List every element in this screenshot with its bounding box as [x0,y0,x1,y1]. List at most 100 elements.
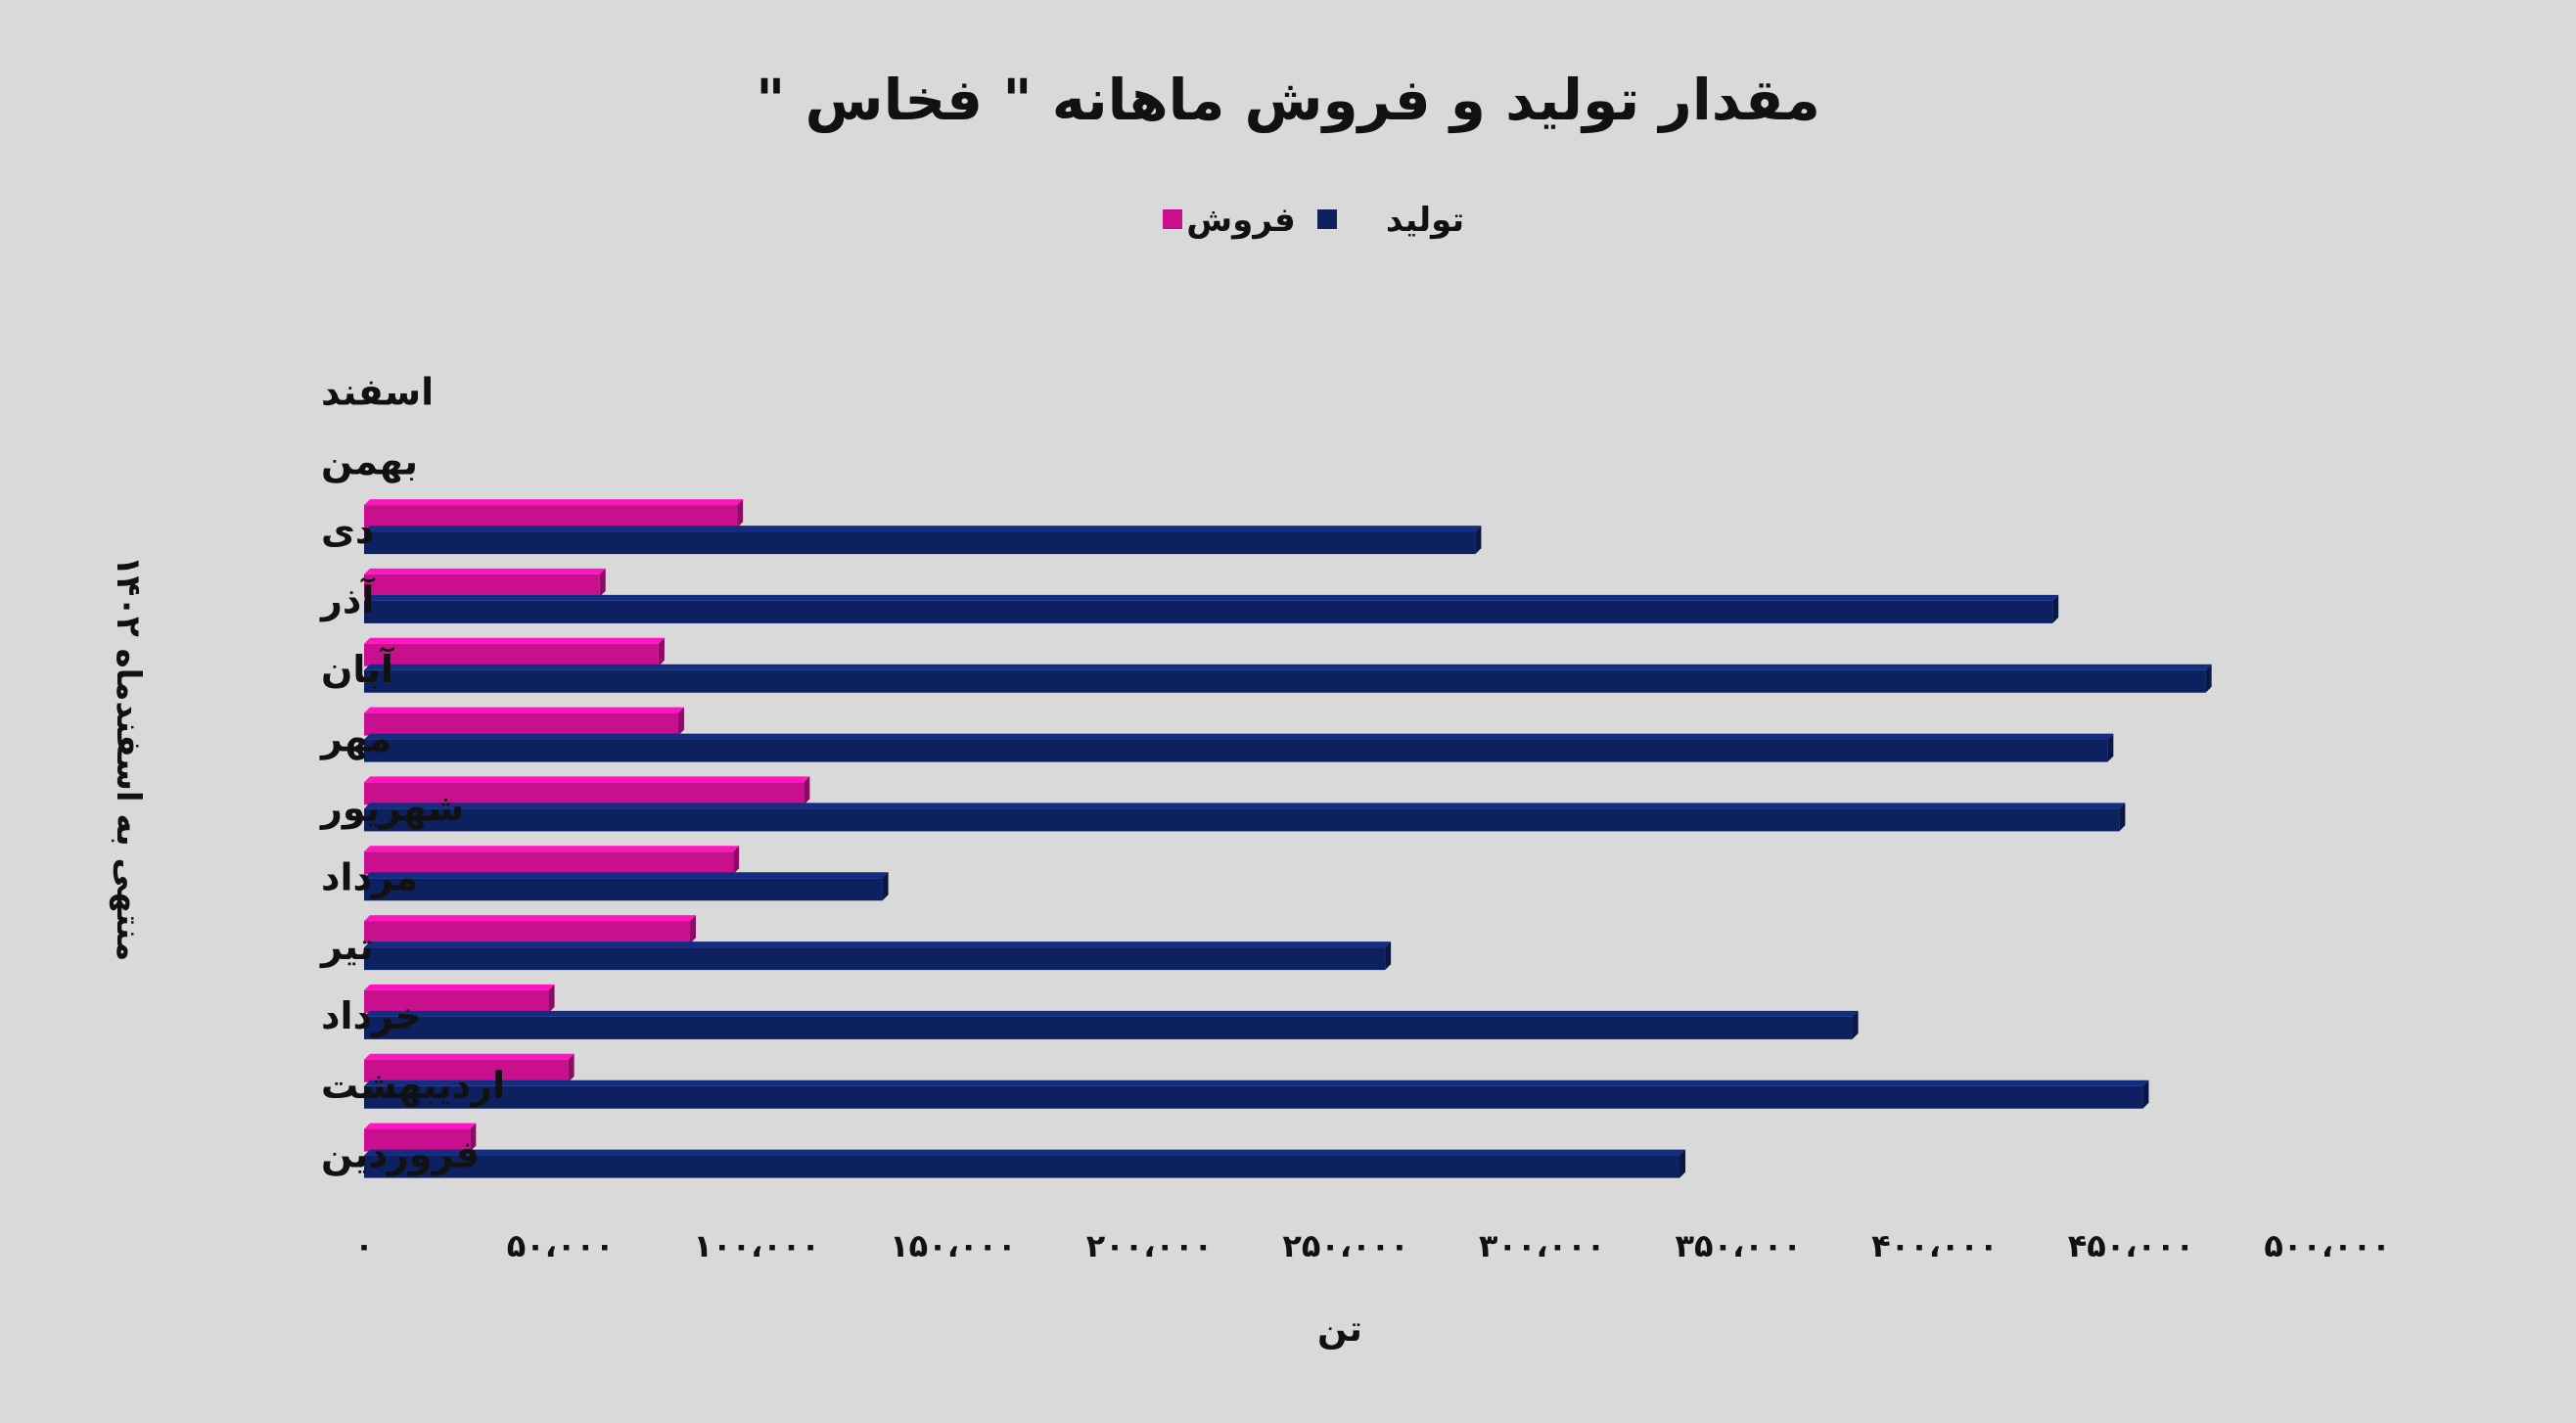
bar-front-face [364,782,805,805]
x-tick-label: ۵۰،۰۰۰ [507,1227,615,1264]
bar-production [364,803,2126,832]
bar-side-face [677,707,684,736]
bar-side-face [470,1123,477,1152]
bars-group [364,499,2212,1178]
bar-sales [364,846,740,875]
bar-side-face [882,872,889,901]
legend-swatch [1317,209,1337,229]
bar-top-face [364,941,1392,948]
bar-side-face [568,1053,575,1082]
bar-front-face [364,989,549,1013]
bar-top-face [364,1123,477,1129]
bar-front-face [364,851,734,875]
bar-top-face [364,776,810,783]
bar-production [364,594,2059,623]
bar-sales [364,499,744,528]
chart-title: مقدار تولید و فروش ماهانه " فخاس " [756,67,1820,134]
bar-side-face [1475,526,1482,555]
x-tick-label: ۱۵۰،۰۰۰ [890,1227,1016,1264]
bar-sales [364,776,810,805]
bar-top-face [364,664,2212,670]
bar-top-face [364,707,684,713]
bar-side-face [689,915,696,944]
bar-top-face [364,872,889,879]
bar-production [364,1010,1859,1039]
bar-production [364,526,1482,555]
bar-front-face [364,1128,471,1152]
legend-item: تولید [1317,201,1464,240]
x-tick-label: ۴۰۰،۰۰۰ [1871,1227,1998,1264]
bar-front-face [364,712,678,736]
bar-sales [364,915,696,944]
x-tick-label: ۳۵۰،۰۰۰ [1676,1227,1802,1264]
bar-front-face [364,921,690,944]
bar-top-face [364,846,740,852]
bar-front-face [364,878,883,901]
legend: فروش تولید [1163,201,1464,240]
legend-label: فروش [1186,201,1295,240]
legend-swatch [1163,209,1182,229]
category-label: شهریور [319,786,464,829]
bar-side-face [1852,1010,1859,1039]
bar-front-face [364,531,1476,555]
bar-production [364,1149,1686,1178]
x-tick-label: ۲۵۰،۰۰۰ [1282,1227,1408,1264]
bar-top-face [364,984,555,990]
bar-top-face [364,1149,1686,1156]
bar-top-face [364,526,1482,532]
category-label: تیر [319,925,373,968]
category-label: آبان [321,646,394,691]
category-labels: اسفند بهمن دی آذر آبان مهر شهریور مرداد تیر خرداد… [319,370,505,1176]
bar-front-face [364,1085,2143,1109]
bar-top-face [364,1053,575,1060]
bar-side-face [737,499,744,528]
bar-sales [364,1053,575,1082]
x-axis-title: تن [1317,1309,1362,1350]
category-label: اردیبهشت [321,1064,505,1107]
bar-front-face [364,643,659,666]
bar-top-face [364,1079,2149,1086]
bar-top-face [364,1010,1859,1017]
bar-front-face [364,505,738,528]
bar-top-face [364,499,744,506]
category-label: آذر [319,576,375,621]
x-tick-label: ۰ [354,1227,374,1264]
bar-production [364,664,2212,693]
bar-sales [364,1123,477,1152]
bar-top-face [364,637,665,644]
bar-side-face [1679,1149,1686,1178]
bar-side-face [2205,664,2212,693]
bar-top-face [364,803,2126,809]
bar-side-face [804,776,810,805]
category-label: مهر [319,717,391,760]
bar-front-face [364,600,2053,623]
category-label: خرداد [321,994,422,1037]
x-axis-ticks: ۰ ۵۰،۰۰۰ ۱۰۰،۰۰۰ ۱۵۰،۰۰۰ ۲۰۰،۰۰۰ ۲۵۰،۰۰۰ ۳۰۰،۰… [354,1227,2390,1264]
x-tick-label: ۱۰۰،۰۰۰ [694,1227,820,1264]
bar-front-face [364,1016,1853,1039]
y-axis-title: منتهی به اسفندماه ۱۴۰۲ [109,556,148,962]
bar-top-face [364,733,2114,740]
category-label: دی [321,509,374,552]
bar-front-face [364,947,1386,971]
x-tick-label: ۲۰۰،۰۰۰ [1086,1227,1213,1264]
category-label: بهمن [321,439,418,482]
x-tick-label: ۳۰۰،۰۰۰ [1479,1227,1605,1264]
x-tick-label: ۴۵۰،۰۰۰ [2068,1227,2194,1264]
bar-top-face [364,915,696,922]
category-label: مرداد [321,855,418,898]
bar-side-face [2107,733,2114,762]
bar-side-face [2119,803,2126,832]
bar-front-face [364,574,600,597]
bar-front-face [364,669,2206,693]
legend-label: تولید [1386,201,1464,240]
bar-side-face [548,984,555,1013]
bar-sales [364,984,555,1013]
category-label: اسفند [321,370,434,413]
bar-production [364,733,2114,762]
bar-side-face [2052,594,2059,623]
legend-item: فروش [1163,201,1296,240]
bar-front-face [364,739,2108,762]
x-tick-label: ۵۰۰،۰۰۰ [2264,1227,2390,1264]
